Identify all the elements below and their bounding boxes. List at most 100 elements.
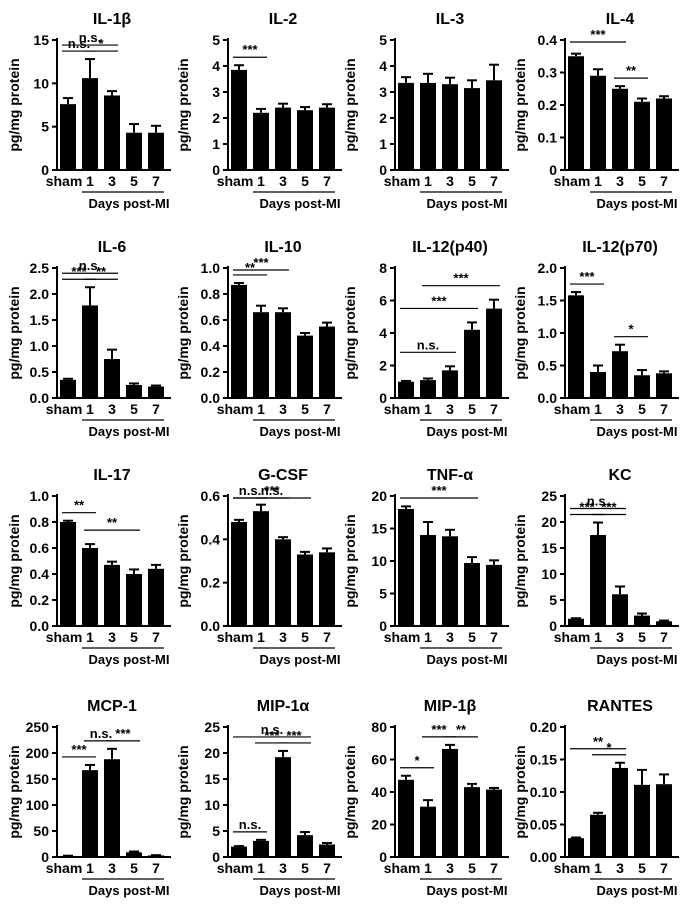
y-tick-label: 0.0 [201, 390, 221, 406]
y-tick-label: 1.5 [538, 293, 558, 309]
x-tick-label: 1 [594, 401, 602, 417]
x-tick-label: 7 [152, 173, 160, 189]
bar [104, 359, 120, 398]
x-tick-label: 1 [86, 860, 94, 876]
x-tick-label: 3 [446, 173, 454, 189]
chart-title: IL-12(p70) [582, 239, 658, 256]
x-tick-label: 5 [130, 860, 138, 876]
chart-title: IL-10 [264, 239, 301, 256]
bar [275, 757, 291, 857]
bar [486, 80, 502, 170]
y-axis-label: pg/mg protein [6, 58, 22, 151]
y-tick-label: 0.0 [201, 618, 221, 634]
bar [634, 375, 650, 398]
y-tick-label: 0.05 [530, 817, 557, 833]
bar [275, 312, 291, 398]
y-tick-label: 25 [204, 719, 220, 735]
bar [297, 835, 313, 857]
y-tick-label: 0 [212, 162, 220, 178]
x-tick-label: 3 [279, 860, 287, 876]
x-tick-label: 1 [257, 629, 265, 645]
x-tick-label: sham [217, 629, 254, 645]
x-tick-label: sham [554, 860, 591, 876]
bar [231, 69, 247, 170]
bar [420, 535, 436, 626]
y-tick-label: 10 [371, 553, 387, 569]
x-tick-label: 5 [638, 860, 646, 876]
y-tick-label: 10 [204, 797, 220, 813]
x-tick-label: 1 [424, 860, 432, 876]
bar [126, 385, 142, 398]
chart-title: IL-4 [606, 11, 635, 28]
bar [148, 568, 164, 626]
x-tick-label: 5 [130, 173, 138, 189]
y-tick-label: 80 [371, 719, 387, 735]
bar [612, 88, 628, 170]
significance-label: *** [431, 483, 447, 498]
x-axis-label: Days post-MI [427, 883, 508, 898]
x-tick-label: 1 [86, 629, 94, 645]
significance-label: * [606, 740, 612, 755]
y-axis-label: pg/mg protein [512, 745, 528, 838]
bar [486, 789, 502, 857]
x-tick-label: sham [384, 629, 421, 645]
x-tick-label: 7 [490, 860, 498, 876]
bar [656, 784, 672, 857]
bar [568, 838, 584, 857]
significance-label: * [414, 753, 420, 768]
x-tick-label: 3 [108, 173, 116, 189]
x-tick-label: 5 [130, 629, 138, 645]
significance-label: ** [245, 260, 256, 275]
significance-label: *** [431, 722, 447, 737]
x-tick-label: 1 [257, 401, 265, 417]
y-tick-label: 0.5 [30, 364, 50, 380]
y-tick-label: 2.0 [538, 260, 558, 276]
x-tick-label: 7 [323, 860, 331, 876]
y-tick-label: 0 [549, 162, 557, 178]
x-tick-label: sham [554, 401, 591, 417]
bar [634, 101, 650, 170]
chart-title: MIP-1β [424, 698, 477, 715]
bar [398, 509, 414, 626]
bar [464, 88, 480, 170]
bar [126, 132, 142, 170]
y-tick-label: 0 [41, 162, 49, 178]
bar [568, 56, 584, 170]
x-axis-label: Days post-MI [427, 196, 508, 211]
bar [656, 98, 672, 170]
chart-panel: IL-10 0.0 0.2 0.4 0.6 0.8 1.0 pg/mg protein sham… [175, 239, 342, 439]
y-axis-label: pg/mg protein [175, 745, 191, 838]
significance-label: *** [242, 42, 258, 57]
x-tick-label: 3 [616, 173, 624, 189]
y-axis-label: pg/mg protein [175, 514, 191, 607]
bar [126, 852, 142, 857]
x-tick-label: 7 [660, 629, 668, 645]
bar [82, 548, 98, 626]
y-tick-label: 0 [379, 390, 387, 406]
chart-title: IL-12(p40) [412, 239, 488, 256]
bar [148, 855, 164, 857]
chart-title: G-CSF [258, 467, 308, 484]
x-tick-label: 7 [490, 629, 498, 645]
y-tick-label: 0 [549, 618, 557, 634]
bar [656, 621, 672, 626]
y-tick-label: 1.0 [30, 338, 50, 354]
y-tick-label: 0.0 [30, 618, 50, 634]
significance-label: n.s. [261, 483, 283, 498]
x-tick-label: 3 [446, 860, 454, 876]
significance-label: n.s. [587, 494, 609, 509]
significance-label: ** [456, 722, 467, 737]
bar [442, 748, 458, 857]
chart-title: IL-17 [93, 467, 130, 484]
y-axis-label: pg/mg protein [342, 286, 358, 379]
y-tick-label: 1.0 [30, 488, 50, 504]
significance-label: n.s. [68, 36, 90, 51]
bar [590, 814, 606, 857]
y-tick-label: 0 [379, 849, 387, 865]
x-axis-label: Days post-MI [89, 883, 170, 898]
x-tick-label: 5 [638, 401, 646, 417]
y-axis-label: pg/mg protein [6, 286, 22, 379]
x-tick-label: sham [384, 860, 421, 876]
significance-label: *** [601, 500, 617, 515]
